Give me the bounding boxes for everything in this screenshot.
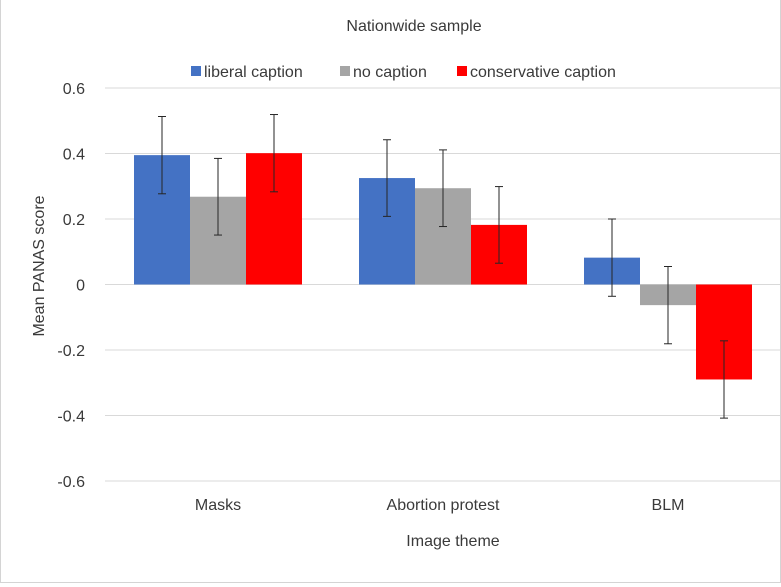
x-tick-label: BLM: [652, 497, 685, 514]
error-bars: [158, 114, 728, 419]
x-tick-label: Masks: [195, 497, 241, 514]
legend-label: no caption: [353, 64, 427, 81]
legend: liberal caption no caption conservative ca…: [191, 64, 616, 81]
y-tick-label: -0.6: [57, 474, 85, 491]
x-axis-ticks: Masks Abortion protest BLM: [195, 497, 685, 514]
y-axis-label: Mean PANAS score: [31, 195, 48, 336]
legend-label: conservative caption: [470, 64, 616, 81]
x-axis-label: Image theme: [406, 533, 499, 550]
legend-label: liberal caption: [204, 64, 303, 81]
y-tick-label: 0.2: [63, 212, 85, 229]
y-tick-label: -0.4: [57, 409, 85, 426]
y-tick-label: -0.2: [57, 343, 85, 360]
legend-swatch: [457, 66, 467, 76]
legend-swatch: [191, 66, 201, 76]
chart-title: Nationwide sample: [346, 18, 481, 35]
legend-swatch: [340, 66, 350, 76]
y-tick-label: 0.6: [63, 81, 85, 98]
y-axis-ticks: 0.6 0.4 0.2 0 -0.2 -0.4 -0.6: [57, 81, 85, 491]
y-tick-label: 0.4: [63, 147, 85, 164]
y-tick-label: 0: [76, 278, 85, 295]
x-tick-label: Abortion protest: [387, 497, 501, 514]
